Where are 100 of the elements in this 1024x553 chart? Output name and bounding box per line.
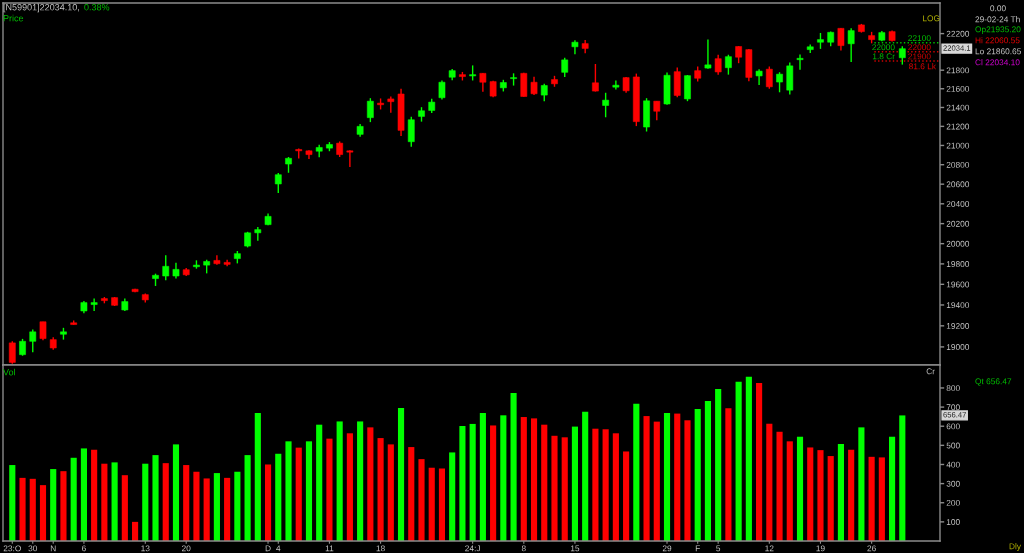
text: Cl 22034.10: [975, 59, 1020, 66]
candlestick: [438, 79, 446, 101]
y-tick-label: 700: [946, 404, 960, 411]
bar: [530, 418, 538, 541]
bar: [131, 521, 139, 541]
bar: [571, 426, 579, 541]
bar: [326, 438, 333, 541]
bar: [868, 456, 875, 541]
x-tick-label: 26: [867, 545, 876, 552]
candlestick: [29, 328, 37, 354]
bar: [704, 400, 712, 541]
y-tick-label: 800: [946, 385, 960, 392]
bar: [541, 424, 548, 541]
bar: [889, 436, 896, 541]
text: Dly: [1009, 543, 1021, 551]
candlestick: [8, 340, 16, 365]
bar: [377, 438, 384, 541]
bar: [602, 429, 609, 541]
y-axis-title: Vol: [3, 368, 15, 376]
y-tick-label: 21200: [946, 123, 970, 130]
candlestick: [561, 56, 569, 78]
y-tick-label: 100: [946, 519, 960, 525]
bar: [29, 478, 36, 541]
candlestick: [387, 95, 395, 114]
y-tick-label: 19600: [946, 281, 970, 288]
x-tick-label: F: [695, 545, 700, 552]
bar: [336, 421, 343, 541]
y-axis-title: Price: [3, 14, 24, 22]
bar: [438, 468, 446, 541]
bar: [244, 455, 251, 541]
candlestick: [898, 45, 906, 66]
x-tick-label: 5: [716, 545, 721, 552]
candlestick: [847, 27, 855, 63]
bar: [408, 447, 415, 541]
bar: [551, 435, 558, 541]
y-tick-label: 19800: [946, 261, 970, 267]
y-tick-label: 20800: [946, 161, 970, 168]
bar: [490, 425, 497, 541]
bar: [162, 463, 169, 541]
bar: [172, 444, 180, 541]
bar: [346, 433, 353, 541]
y-tick-label: 19200: [946, 323, 970, 329]
annotation: 1.8 Cr: [872, 53, 895, 60]
bar: [674, 413, 681, 541]
bar: [479, 413, 486, 541]
bar: [520, 417, 527, 541]
bar: [101, 463, 108, 541]
candlestick: [725, 54, 732, 76]
bar: [837, 444, 844, 541]
candlestick: [346, 149, 354, 168]
y-tick-label: 400: [946, 461, 960, 468]
y-tick-label: 300: [946, 480, 960, 487]
x-tick-label: 29: [662, 545, 672, 552]
x-tick-label: 12: [765, 545, 774, 552]
bar: [387, 444, 394, 541]
candlestick: [274, 172, 282, 194]
bar: [858, 427, 865, 541]
y-tick-label: 21800: [946, 67, 970, 74]
text: 0.00: [990, 5, 1006, 12]
text: Qt 656.47: [975, 378, 1012, 386]
bar: [459, 426, 466, 541]
bar: [756, 382, 763, 541]
bar: [9, 465, 16, 541]
x-tick-label: 6: [82, 545, 86, 552]
bar: [80, 448, 87, 541]
candlestick: [684, 74, 691, 102]
x-tick-label: D: [265, 545, 271, 552]
text: Op21935.20: [975, 26, 1021, 34]
bar: [305, 441, 313, 541]
y-tick-label: 500: [946, 442, 960, 449]
bar: [663, 413, 671, 541]
bar: [899, 415, 906, 541]
bar: [633, 403, 640, 541]
y-tick-label: 20000: [946, 240, 970, 247]
x-tick-label: 30: [28, 545, 38, 552]
candlestick: [592, 63, 599, 93]
bar: [203, 478, 210, 541]
x-tick-label: 11: [325, 545, 334, 552]
y-tick-label: 22200: [946, 30, 970, 37]
x-tick-label: 19: [816, 545, 825, 552]
bar: [367, 427, 374, 541]
y-tick-label: 19400: [946, 302, 970, 309]
bar: [643, 416, 650, 541]
y-tick-label: 20400: [946, 201, 970, 207]
y-tick-label: 21400: [946, 104, 970, 111]
x-tick-label: 20: [182, 545, 191, 552]
bar: [449, 452, 456, 541]
x-tick-label: 13: [141, 545, 150, 552]
bar: [745, 376, 752, 541]
y-tick-label: 20200: [946, 220, 970, 227]
bar: [878, 457, 885, 541]
candlestick: [571, 39, 579, 56]
text: 81.6 Lk: [909, 63, 937, 70]
x-tick-label: N: [50, 545, 56, 552]
bar: [19, 477, 26, 541]
candlestick: [407, 116, 415, 148]
candlestick: [213, 254, 221, 266]
bar: [725, 408, 732, 541]
bar: [776, 431, 783, 541]
bar: [254, 413, 261, 541]
